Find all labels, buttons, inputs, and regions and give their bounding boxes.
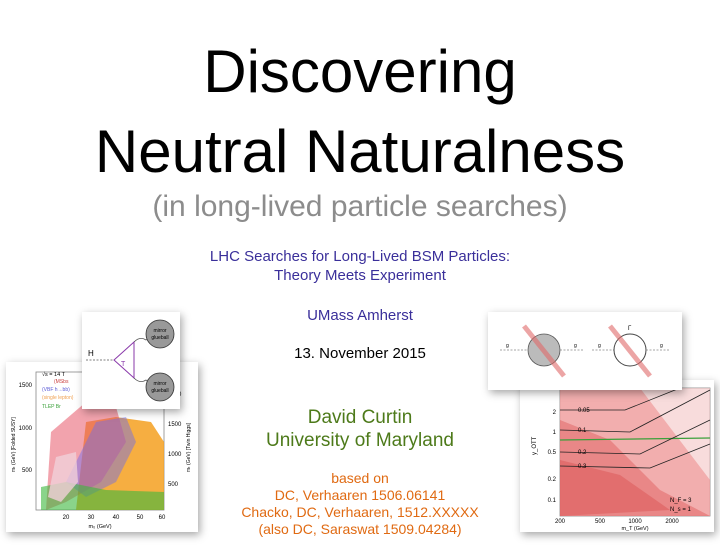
conference-line-2: Theory Meets Experiment: [274, 267, 446, 284]
right-plot-card: 0.05 0.1 0.2 0.3 2 1 0.5 0.2 0.1 200 500…: [520, 380, 714, 532]
x-tick: 50: [137, 515, 144, 521]
svg-text:glueball: glueball: [151, 388, 168, 394]
contour-label: 0.1: [578, 428, 587, 434]
x-tick: 200: [555, 519, 566, 525]
pink-region: [48, 452, 78, 502]
author: David Curtin: [307, 407, 413, 428]
svg-text:g: g: [598, 343, 601, 349]
svg-text:g: g: [506, 343, 509, 349]
legend-entry: (single lepton): [42, 395, 74, 401]
legend-entry: (MSbs: [54, 379, 69, 385]
date: 13. November 2015: [294, 345, 426, 362]
x-tick: 1000: [628, 519, 642, 525]
venue: UMass Amherst: [307, 307, 413, 324]
conference-line-1: LHC Searches for Long-Lived BSM Particle…: [209, 248, 511, 265]
right-contour-plot: 0.05 0.1 0.2 0.3 2 1 0.5 0.2 0.1 200 500…: [532, 387, 711, 532]
x-tick: 2000: [665, 519, 679, 525]
sqrt-s-label: √s = 14 T: [42, 371, 66, 378]
svg-text:mirror: mirror: [153, 328, 166, 334]
legend-entry: (VBF h→bb): [42, 387, 70, 393]
contour-label: 0.3: [578, 464, 587, 470]
y-tick: 0.2: [548, 477, 557, 483]
top-partner-label: T: [121, 361, 126, 368]
y-tick-left: 1000: [19, 426, 33, 432]
svg-text:Γ: Γ: [628, 326, 632, 332]
x-axis-label: m₀ (GeV): [88, 524, 111, 530]
legend-entry: TLEP Br: [42, 404, 61, 410]
feynman-diagram-card: H T mirror glueball mirror glueball: [82, 312, 180, 409]
y-tick: 0.5: [548, 450, 557, 456]
glueball-bottom: [145, 372, 175, 402]
y-axis-label-right: mₜ (GeV) [Twin Higgs]: [186, 422, 192, 472]
blue-region: [66, 417, 136, 497]
y-tick-left: 500: [22, 468, 33, 474]
right-diagrams-card: g g g g Γ: [488, 312, 682, 390]
svg-text:glueball: glueball: [151, 335, 168, 341]
x-tick: 30: [88, 515, 95, 521]
subtitle: (in long-lived particle searches): [152, 190, 568, 223]
loop-diagrams: g g g g Γ: [500, 324, 670, 378]
title-line-1: Discovering: [203, 38, 517, 105]
glueball-top: [145, 319, 175, 349]
contour-label: 0.2: [578, 450, 587, 456]
reference-1: DC, Verhaaren 1506.06141: [274, 487, 446, 503]
x-axis-label: m_T (GeV): [621, 526, 648, 532]
x-tick: 500: [595, 519, 606, 525]
based-on: based on: [331, 470, 389, 486]
annotation-nf: N_F = 3: [670, 498, 692, 504]
y-tick-right: 1500: [168, 422, 182, 428]
x-tick: 40: [113, 515, 120, 521]
y-tick: 0.1: [548, 498, 557, 504]
y-tick: 1: [553, 430, 557, 436]
annotation-ns: N_s = 1: [670, 507, 692, 513]
x-tick: 60: [159, 515, 166, 521]
y-tick: 2: [553, 410, 557, 416]
feynman-diagram: H T mirror glueball mirror glueball: [86, 319, 175, 402]
svg-text:g: g: [574, 343, 577, 349]
affiliation: University of Maryland: [266, 430, 454, 451]
higgs-label: H: [88, 349, 94, 358]
reference-3: (also DC, Saraswat 1509.04284): [258, 521, 462, 537]
reference-2: Chacko, DC, Verhaaren, 1512.XXXXX: [241, 504, 479, 520]
y-axis-label-left: mₜ (GeV) [Folded SUSY]: [11, 417, 17, 472]
y-tick-right: 500: [168, 482, 179, 488]
y-tick-right: 1000: [168, 452, 182, 458]
svg-text:g: g: [660, 343, 663, 349]
x-tick: 20: [63, 515, 70, 521]
y-axis-label: y_OTT: [532, 436, 538, 455]
svg-text:mirror: mirror: [153, 381, 166, 387]
title-line-2: Neutral Naturalness: [94, 118, 626, 185]
y-tick-left: 1500: [19, 383, 33, 389]
contour-label: 0.05: [578, 408, 590, 414]
